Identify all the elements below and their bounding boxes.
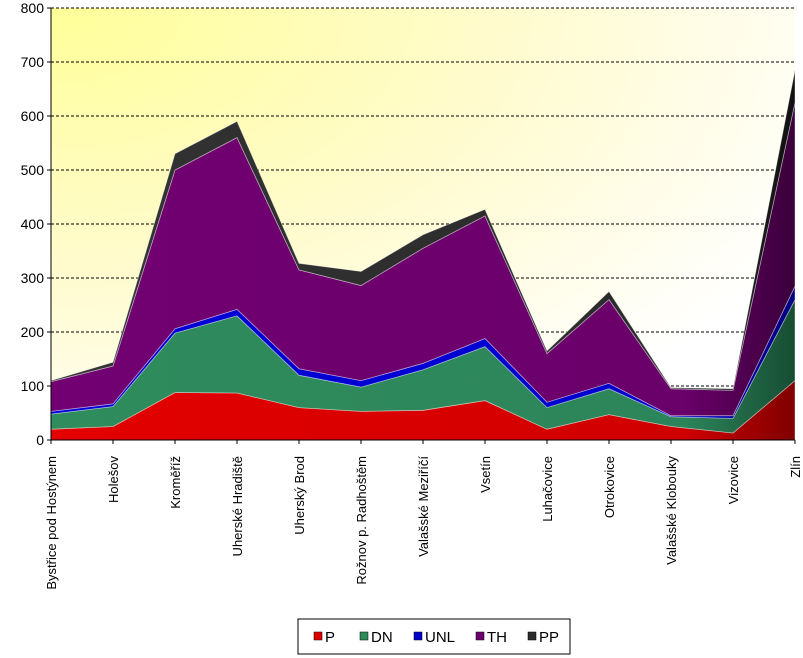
y-tick-label: 300 [21,270,45,286]
x-category-label: Vsetín [478,456,493,493]
y-tick-label: 700 [21,54,45,70]
legend-swatch-dn [359,631,369,641]
legend-box [297,618,571,655]
y-tick-label: 100 [21,378,45,394]
x-category-label: Uherský Brod [292,456,307,535]
x-category-label: Valašské Klobouky [664,456,679,565]
y-tick-label: 0 [36,432,44,448]
y-tick-label: 500 [21,162,45,178]
area-series [50,70,796,441]
x-category-label: Vizovice [726,456,741,504]
x-category-label: Valašské Meziříčí [416,456,431,557]
x-category-label: Bystřice pod Hostýnem [44,456,59,590]
x-category-label: Holešov [106,456,121,503]
x-category-label: Otrokovice [602,456,617,518]
x-category-label: Kroměříž [168,456,183,509]
legend-label-dn: DN [371,629,393,646]
x-category-label: Rožnov p. Radhoštěm [354,456,369,585]
legend: P DN UNL TH PP [297,618,571,655]
x-category-label: Zlín [788,456,803,478]
legend-label-unl: UNL [425,629,455,646]
y-axis-ticks: 0 100 200 300 400 500 600 700 800 [21,0,51,448]
x-category-label: Luhačovice [540,456,555,522]
y-tick-label: 200 [21,324,45,340]
y-tick-label: 800 [21,0,45,16]
y-tick-label: 400 [21,216,45,232]
legend-label-pp: PP [539,629,559,646]
legend-swatch-pp [527,631,537,641]
y-tick-label: 600 [21,108,45,124]
legend-swatch-p [313,631,323,641]
legend-swatch-th [475,631,485,641]
area-series-pp [50,70,796,391]
x-category-label: Uherské Hradiště [230,456,245,556]
legend-label-p: P [325,629,335,646]
x-axis-ticks: Bystřice pod Hostýnem Holešov Kroměříž Uher… [44,440,803,590]
legend-swatch-unl [413,631,423,641]
area-series-th [50,102,796,417]
area-series-dn [50,299,796,434]
legend-label-th: TH [487,629,507,646]
